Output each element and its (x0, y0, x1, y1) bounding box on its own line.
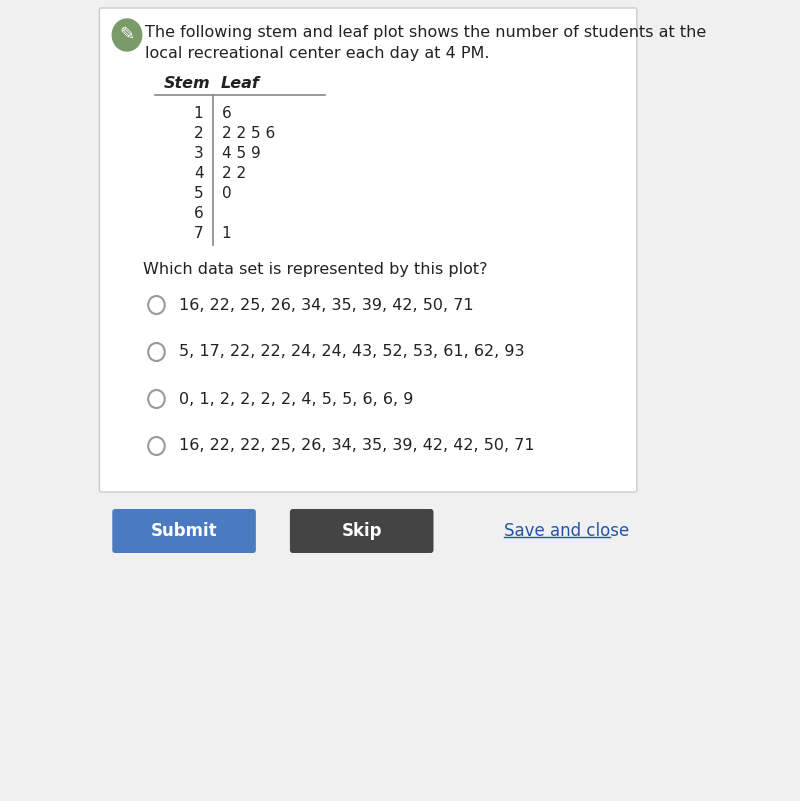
Text: 0, 1, 2, 2, 2, 2, 4, 5, 5, 6, 6, 9: 0, 1, 2, 2, 2, 2, 4, 5, 5, 6, 6, 9 (179, 392, 414, 406)
Text: ✎: ✎ (119, 26, 134, 44)
Text: Leaf: Leaf (221, 76, 260, 91)
Text: 4 5 9: 4 5 9 (222, 146, 261, 160)
Text: Save and close: Save and close (504, 522, 630, 540)
Text: 1: 1 (222, 226, 231, 240)
Text: 5, 17, 22, 22, 24, 24, 43, 52, 53, 61, 62, 93: 5, 17, 22, 22, 24, 24, 43, 52, 53, 61, 6… (179, 344, 525, 360)
Circle shape (148, 343, 165, 361)
Text: 3: 3 (194, 146, 203, 160)
Text: 7: 7 (194, 226, 203, 240)
Text: local recreational center each day at 4 PM.: local recreational center each day at 4 … (146, 46, 490, 61)
Text: Which data set is represented by this plot?: Which data set is represented by this pl… (142, 262, 487, 277)
Text: 0: 0 (222, 186, 231, 200)
Circle shape (148, 296, 165, 314)
Text: Skip: Skip (342, 522, 382, 540)
Circle shape (112, 19, 142, 51)
Text: The following stem and leaf plot shows the number of students at the: The following stem and leaf plot shows t… (146, 25, 706, 40)
Text: 16, 22, 22, 25, 26, 34, 35, 39, 42, 42, 50, 71: 16, 22, 22, 25, 26, 34, 35, 39, 42, 42, … (179, 438, 535, 453)
Text: 16, 22, 25, 26, 34, 35, 39, 42, 50, 71: 16, 22, 25, 26, 34, 35, 39, 42, 50, 71 (179, 297, 474, 312)
Text: 6: 6 (222, 106, 231, 120)
Circle shape (148, 437, 165, 455)
Text: Stem: Stem (164, 76, 210, 91)
Text: 2 2 5 6: 2 2 5 6 (222, 126, 275, 140)
Circle shape (148, 390, 165, 408)
FancyBboxPatch shape (99, 8, 637, 492)
Text: 2 2: 2 2 (222, 166, 246, 180)
Text: 1: 1 (194, 106, 203, 120)
FancyBboxPatch shape (112, 509, 256, 553)
Text: Submit: Submit (150, 522, 218, 540)
Text: 5: 5 (194, 186, 203, 200)
FancyBboxPatch shape (290, 509, 434, 553)
Text: 4: 4 (194, 166, 203, 180)
Text: 2: 2 (194, 126, 203, 140)
Text: 6: 6 (194, 206, 203, 220)
